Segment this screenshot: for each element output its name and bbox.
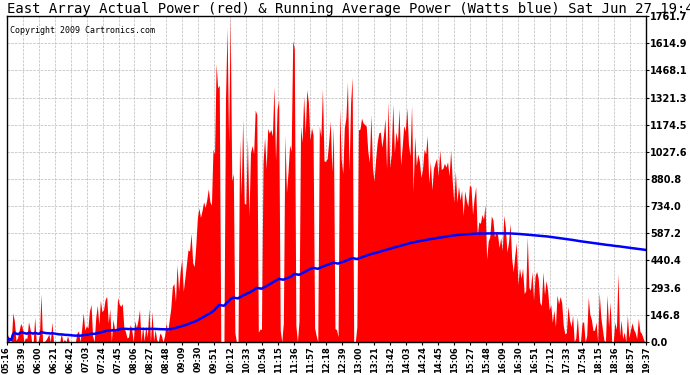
- Text: Copyright 2009 Cartronics.com: Copyright 2009 Cartronics.com: [10, 26, 155, 35]
- Text: East Array Actual Power (red) & Running Average Power (Watts blue) Sat Jun 27 19: East Array Actual Power (red) & Running …: [7, 2, 690, 16]
